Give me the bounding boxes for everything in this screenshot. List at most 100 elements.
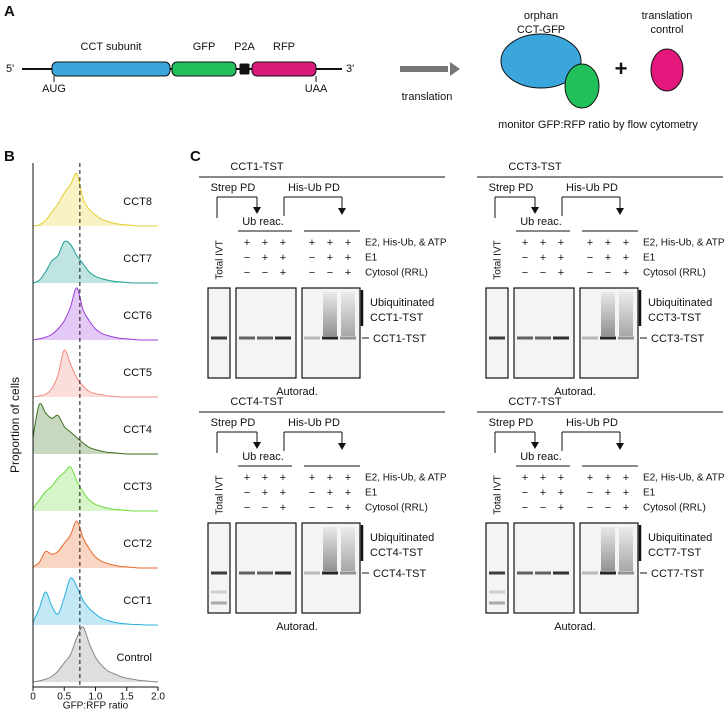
lane-sign: − [522,252,528,264]
his-pd: His-Ub PD [566,417,618,429]
lane-sign: + [540,237,546,249]
x-tick-label: 2.0 [151,692,165,703]
gel-band [582,336,598,340]
lane-sign: − [540,502,546,514]
lane-sign: + [327,252,333,264]
density-fill [33,626,158,682]
gel-band [239,336,255,340]
gel-band [535,571,551,575]
segment-label: P2A [234,41,255,53]
strep-pd: Strep PD [489,182,534,194]
orphan-gfp [564,63,600,109]
gel-band [600,336,616,340]
gel-band [257,571,273,575]
lane-sign: + [345,472,351,484]
lane-sign: − [587,252,593,264]
gel-band [211,590,227,594]
series-label: CCT3 [123,481,152,493]
arrow-head [531,207,539,214]
lane-sign: + [587,472,593,484]
lane-sign: + [522,472,528,484]
gel-smear [601,527,615,571]
density-line [32,240,158,284]
three-prime: 3' [346,63,354,75]
condition-label: Cytosol (RRL) [365,268,428,279]
arrow-head [450,62,460,76]
ub-reac: Ub reac. [520,216,562,228]
lane-sign: + [605,487,611,499]
gel-box [485,522,509,614]
lane-sign: + [623,502,629,514]
gel-band [582,571,598,575]
density-fill [33,577,158,626]
lane-sign: + [623,237,629,249]
panel-label: B [4,148,15,165]
gel-band [340,336,356,340]
density-fill [33,241,158,284]
lane-sign: − [522,487,528,499]
his-pd: His-Ub PD [566,182,618,194]
lane-sign: − [587,502,593,514]
lane-sign: + [558,267,564,279]
lane-sign: − [522,267,528,279]
gel-band [489,336,505,340]
arrow-head [338,443,346,450]
condition-label: E1 [643,253,656,264]
plus: + [615,56,628,81]
gel-box [207,522,231,614]
ub-reac: Ub reac. [242,451,284,463]
lane-sign: + [605,472,611,484]
lane-sign: + [280,237,286,249]
condition-label: Cytosol (RRL) [365,503,428,514]
orphan-label: CCT-GFP [517,24,565,36]
control-label: control [650,24,683,36]
gel-box [513,287,575,379]
arrow-head [253,442,261,449]
lane-sign: − [244,267,250,279]
ub-label: CCT7-TST [648,547,701,559]
gel-title: CCT3-TST [508,161,561,173]
density-fill [33,350,158,398]
x-tick-label: 1.0 [89,692,103,703]
lane-sign: + [262,252,268,264]
lane-sign: − [522,502,528,514]
gel-band [517,571,533,575]
x-tick-label: 0.5 [57,692,71,703]
band-label: CCT4-TST [373,568,426,580]
gel-box [235,522,297,614]
x-axis-label: GFP:RFP ratio [63,701,129,712]
density-fill [33,521,158,569]
his-pd: His-Ub PD [288,182,340,194]
gel-band [257,336,273,340]
gel-smear [601,292,615,336]
condition-label: E2, His-Ub, & ATP [643,238,725,249]
segment-label: GFP [193,41,216,53]
strep-pd: Strep PD [489,417,534,429]
lane-sign: + [244,237,250,249]
density-line [32,172,158,227]
arrow-head [616,443,624,450]
lane-sign: + [605,252,611,264]
gel-smear [341,527,355,571]
arrow-head [531,442,539,449]
x-tick-label: 1.5 [120,692,134,703]
lane-sign: + [623,252,629,264]
gel-smear [619,292,633,336]
gel-title: CCT1-TST [230,161,283,173]
lane-sign: + [345,267,351,279]
gel-band [304,336,320,340]
series-label: CCT8 [123,196,152,208]
orphan-cct [500,33,582,89]
gel-band [618,571,634,575]
series-label: CCT6 [123,310,152,322]
lane-sign: + [540,487,546,499]
lane-sign: + [558,502,564,514]
lane-sign: + [558,252,564,264]
lane-sign: − [244,252,250,264]
lane-sign: − [327,267,333,279]
density-line [32,287,158,341]
ub-reac: Ub reac. [242,216,284,228]
lane-sign: + [587,237,593,249]
gel-band [275,336,291,340]
lane-sign: − [587,267,593,279]
